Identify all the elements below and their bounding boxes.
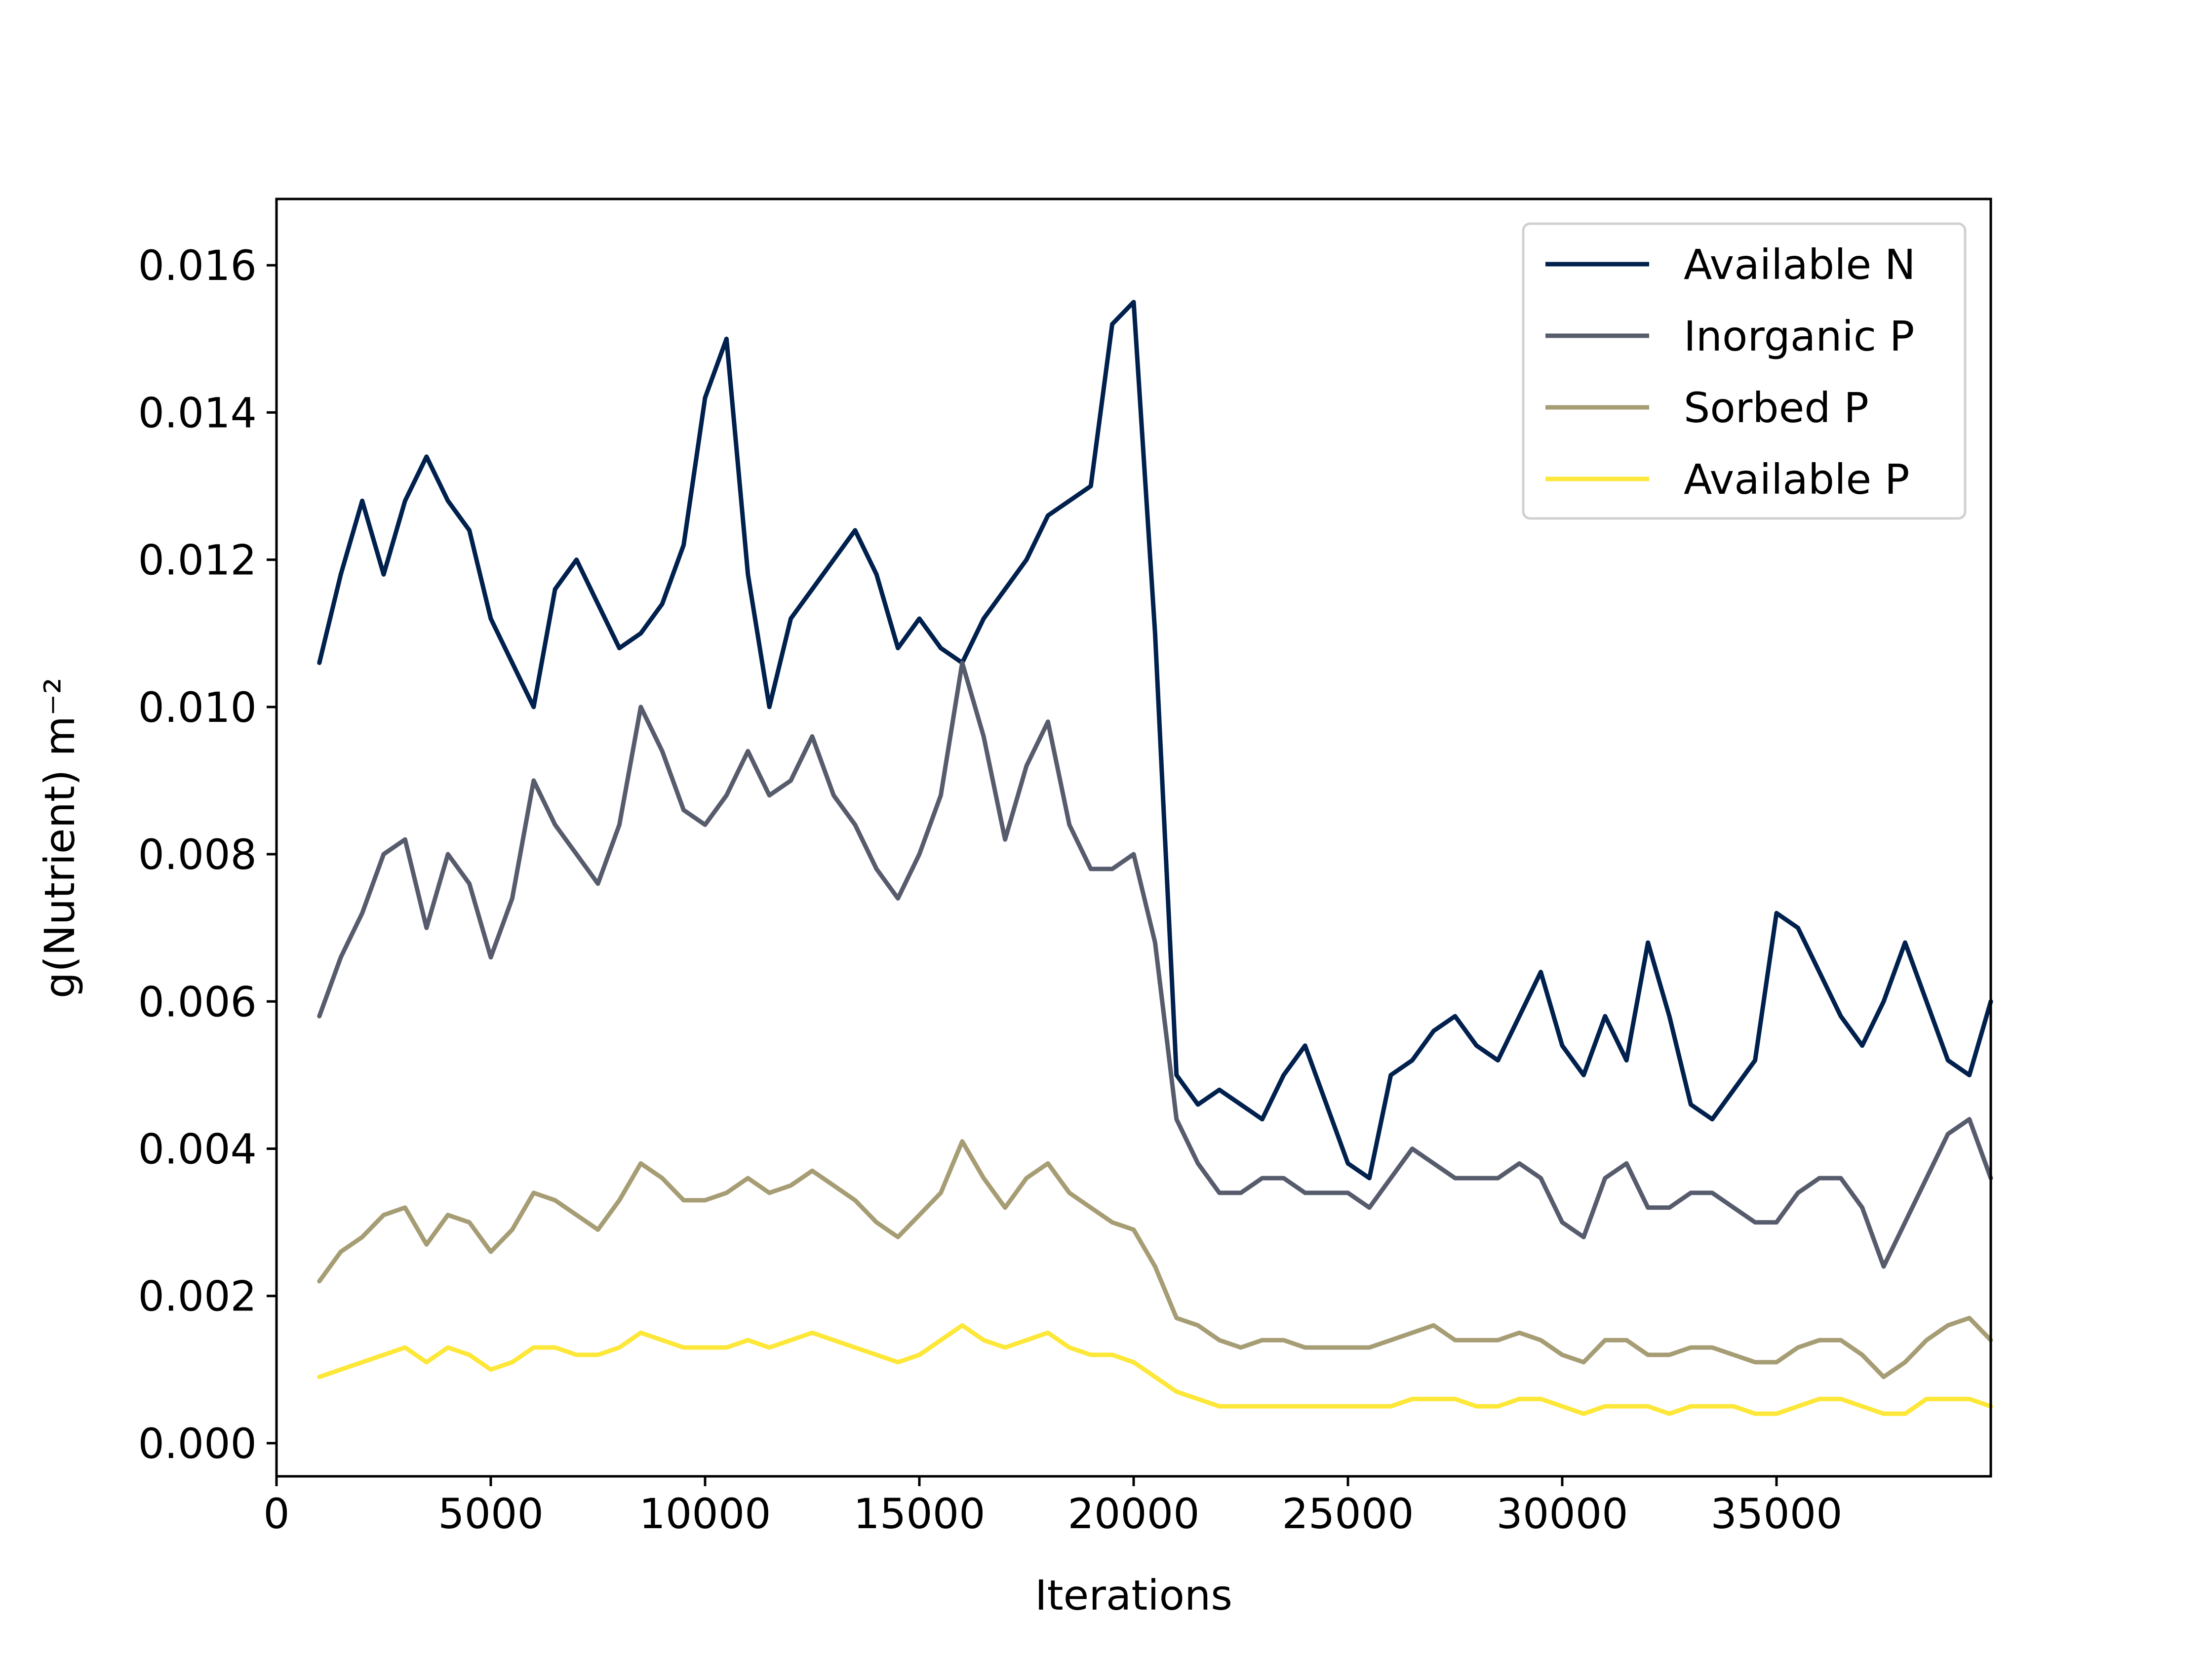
y-tick-label: 0.006 (138, 978, 257, 1026)
legend-label: Inorganic P (1684, 312, 1914, 360)
x-axis: 0 5000 10000 15000 20000 25000 30000 35000 (263, 1476, 1843, 1538)
y-tick-label: 0.002 (138, 1272, 257, 1321)
x-tick-label: 15000 (853, 1490, 985, 1538)
y-tick-label: 0.014 (138, 389, 257, 437)
y-tick-label: 0.012 (138, 536, 257, 585)
y-axis: 0.000 0.002 0.004 0.006 0.008 0.010 0.012 0.014… (138, 241, 276, 1468)
y-tick-label: 0.000 (138, 1420, 257, 1468)
series-layer (317, 300, 1993, 1416)
series-line-2 (317, 660, 1993, 1269)
x-tick-label: 0 (263, 1490, 289, 1538)
y-tick-label: 0.010 (138, 683, 257, 732)
series-line-1 (317, 300, 1993, 1181)
legend-label: Available P (1684, 455, 1910, 504)
x-tick-label: 20000 (1067, 1490, 1199, 1538)
legend-box (1522, 222, 1967, 520)
legend-label: Sorbed P (1684, 384, 1869, 432)
x-tick-label: 35000 (1710, 1490, 1842, 1538)
y-tick-label: 0.004 (138, 1125, 257, 1173)
y-tick-label: 0.016 (138, 241, 257, 290)
series-line-3 (317, 1139, 1993, 1380)
x-tick-label: 30000 (1496, 1490, 1628, 1538)
legend: Available N Inorganic P Sorbed P Available … (1522, 222, 1967, 520)
y-axis-label: g(Nutrient) m⁻² (36, 677, 84, 998)
x-axis-label: Iterations (1035, 1571, 1232, 1620)
legend-label: Available N (1684, 240, 1916, 289)
x-tick-label: 5000 (438, 1490, 544, 1538)
x-tick-label: 10000 (639, 1490, 771, 1538)
series-line-4 (317, 1323, 1993, 1416)
y-tick-label: 0.008 (138, 830, 257, 879)
x-tick-label: 25000 (1282, 1490, 1414, 1538)
